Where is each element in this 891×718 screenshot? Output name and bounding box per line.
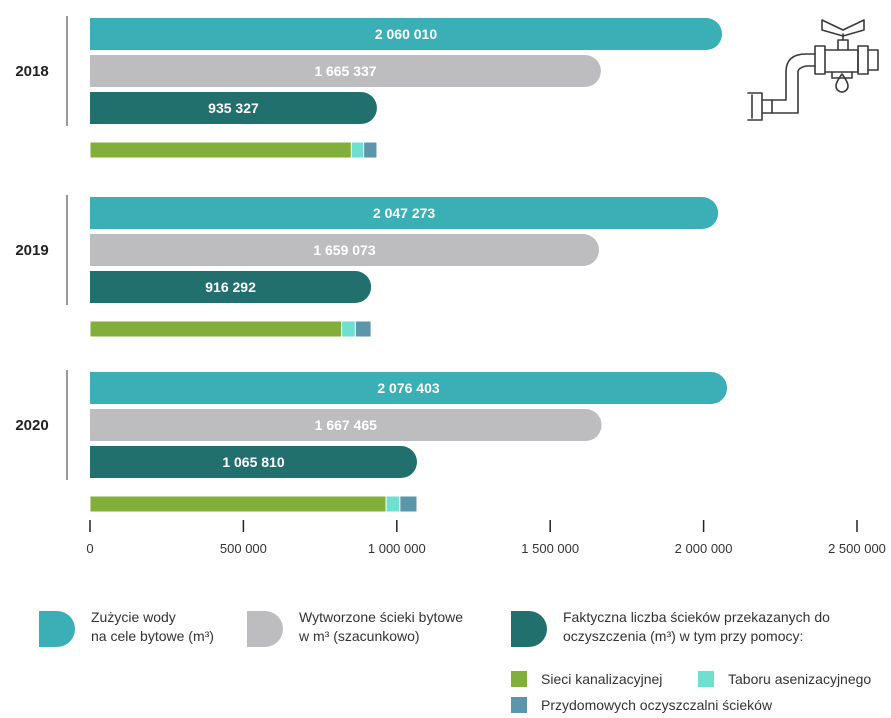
x-tick-label: 500 000 <box>220 541 267 556</box>
stack-sewer-2020 <box>89 495 387 513</box>
x-tick-label: 2 000 000 <box>675 541 733 556</box>
legend-generated-label: Wytworzone ścieki bytowe w m³ (szacunkow… <box>299 609 464 644</box>
year-label: 2018 <box>15 63 48 80</box>
legend-actual-swatch <box>511 611 547 647</box>
legend-household-swatch <box>511 697 527 713</box>
stack-sewer-2018 <box>89 141 352 159</box>
legend-sewer-swatch <box>511 671 527 687</box>
group-2020: 2020 2 076 403 1 667 465 1 065 810 <box>15 370 728 513</box>
legend-tanker-swatch <box>698 671 714 687</box>
stack-tanker-2019 <box>341 320 356 338</box>
bar-label-water-2020: 2 076 403 <box>377 380 439 396</box>
legend-water-swatch <box>39 611 75 647</box>
bar-water-2018 <box>90 18 723 50</box>
bar-actual-2018 <box>90 92 377 124</box>
bar-label-water-2018: 2 060 010 <box>375 26 437 42</box>
legend-household-label: Przydomowych oczyszczalni ścieków <box>541 697 773 713</box>
legend-water: Zużycie wody na cele bytowe (m³) <box>39 609 214 647</box>
legend-tanker: Taboru asenizacyjnego <box>698 671 871 687</box>
legend-water-label: Zużycie wody na cele bytowe (m³) <box>91 609 214 644</box>
legend-sewer: Sieci kanalizacyjnej <box>511 671 662 687</box>
bar-label-actual-2018: 935 327 <box>208 100 259 116</box>
stack-tanker-2020 <box>385 495 401 513</box>
legend-sewer-label: Sieci kanalizacyjnej <box>541 671 663 687</box>
bar-label-actual-2019: 916 292 <box>205 279 256 295</box>
bar-actual-2019 <box>90 271 372 303</box>
year-label: 2020 <box>15 417 48 434</box>
group-2019: 2019 2 047 273 1 659 073 916 292 <box>15 195 719 338</box>
legend-actual: Faktyczna liczba ścieków przekazanych do… <box>511 609 830 647</box>
stack-household-2020 <box>399 495 418 513</box>
x-tick-label: 0 <box>86 541 93 556</box>
stack-household-2019 <box>354 320 372 338</box>
x-tick-label: 1 000 000 <box>368 541 426 556</box>
legend-generated: Wytworzone ścieki bytowe w m³ (szacunkow… <box>247 609 464 647</box>
x-tick-label: 2 500 000 <box>828 541 886 556</box>
legend-actual-label: Faktyczna liczba ścieków przekazanych do… <box>563 609 830 644</box>
x-tick-label: 1 500 000 <box>521 541 579 556</box>
year-label: 2019 <box>15 242 48 259</box>
bar-generated-2018 <box>90 55 601 87</box>
legend-generated-swatch <box>247 611 283 647</box>
group-2018: 2018 2 060 010 1 665 337 935 327 <box>15 16 723 159</box>
bar-label-generated-2018: 1 665 337 <box>314 63 376 79</box>
bar-water-2020 <box>90 372 728 404</box>
bar-label-generated-2020: 1 667 465 <box>315 417 377 433</box>
legend-household: Przydomowych oczyszczalni ścieków <box>511 697 772 713</box>
bar-label-water-2019: 2 047 273 <box>373 205 435 221</box>
water-tap-icon <box>747 19 879 121</box>
chart: 2018 2 060 010 1 665 337 935 327 2019 2 047 2… <box>15 16 886 556</box>
stack-sewer-2019 <box>89 320 343 338</box>
stack-household-2018 <box>363 141 378 159</box>
stack-tanker-2018 <box>350 141 365 159</box>
bar-water-2019 <box>90 197 719 229</box>
legend-tanker-label: Taboru asenizacyjnego <box>728 671 872 687</box>
bar-generated-2019 <box>90 234 600 266</box>
bar-label-actual-2020: 1 065 810 <box>222 454 284 470</box>
bar-actual-2020 <box>90 446 417 478</box>
bar-generated-2020 <box>90 409 602 441</box>
bar-label-generated-2019: 1 659 073 <box>313 242 375 258</box>
